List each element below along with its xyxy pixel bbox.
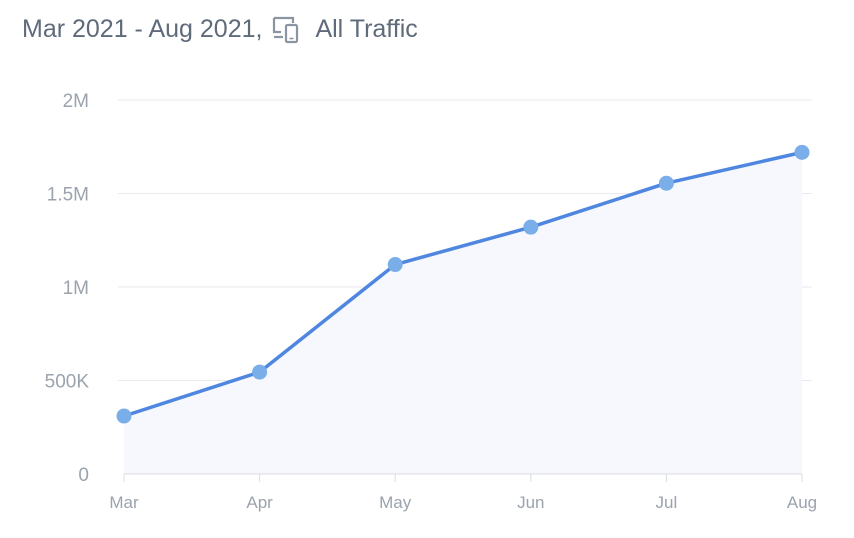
y-tick-label: 1M [63,278,89,299]
y-tick-labels: 0 500K 1M 1.5M 2M [45,91,90,486]
data-point[interactable] [794,144,810,160]
area-fill-layer [124,152,802,475]
y-tick-label: 1.5M [47,185,89,206]
y-tick-label: 2M [63,91,89,112]
chart-header: Mar 2021 - Aug 2021, All Traffic [22,12,418,46]
y-tick-label: 500K [45,372,90,393]
data-point[interactable] [523,219,539,235]
segment-label: All Traffic [315,14,418,43]
x-axis [123,473,803,482]
x-tick-label: Jun [517,493,544,512]
x-tick-label: Jul [656,493,678,512]
area-fill [124,152,802,475]
x-tick-label: May [379,493,412,512]
date-range-label: Mar 2021 - Aug 2021, [22,14,263,43]
data-point[interactable] [252,364,268,380]
y-tick-label: 0 [78,465,89,486]
x-tick-label: Mar [109,493,139,512]
data-point[interactable] [658,175,674,191]
data-points [116,144,810,424]
series-line-layer [122,150,804,418]
data-point[interactable] [116,408,132,424]
series-line [122,150,804,418]
x-tick-label: Aug [787,493,817,512]
data-point[interactable] [387,257,403,273]
devices-icon [271,14,303,44]
x-tick-label: Apr [246,493,273,512]
x-tick-labels: Mar Apr May Jun Jul Aug [109,493,817,512]
